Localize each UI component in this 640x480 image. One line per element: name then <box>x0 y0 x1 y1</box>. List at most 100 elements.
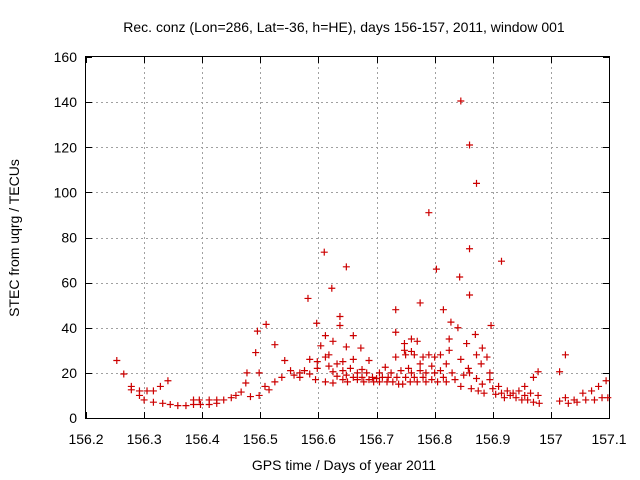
data-point <box>358 365 366 373</box>
data-point <box>478 380 486 388</box>
data-point <box>456 273 464 281</box>
data-point <box>313 364 321 372</box>
data-point <box>527 389 535 397</box>
data-point <box>349 355 357 363</box>
grid-layer <box>86 57 609 418</box>
data-point <box>529 373 537 381</box>
data-point <box>363 369 371 377</box>
data-point <box>329 379 337 387</box>
data-point <box>573 398 581 406</box>
data-point <box>342 343 350 351</box>
x-tick-label: 156.6 <box>301 431 336 447</box>
data-point <box>392 328 400 336</box>
data-point <box>413 378 421 386</box>
data-point <box>400 340 408 348</box>
data-point <box>196 400 204 408</box>
data-point <box>296 369 304 377</box>
data-point <box>232 391 240 399</box>
data-point <box>521 391 529 399</box>
data-point <box>416 360 424 368</box>
data-point <box>329 337 337 345</box>
y-tick-label: 60 <box>61 275 77 291</box>
data-point <box>463 340 471 348</box>
y-axis-title: STEC from uqrg / TECUs <box>6 159 22 317</box>
data-point <box>392 353 400 361</box>
data-point <box>255 391 263 399</box>
data-point <box>445 346 453 354</box>
data-point <box>588 387 596 395</box>
x-tick-label: 157 <box>539 431 563 447</box>
data-point <box>529 398 537 406</box>
data-point <box>227 394 235 402</box>
data-point <box>419 353 427 361</box>
data-point <box>454 324 462 332</box>
data-point <box>509 389 517 397</box>
y-tick-label: 80 <box>61 230 77 246</box>
data-point <box>349 373 357 381</box>
data-point <box>579 389 587 397</box>
data-point <box>495 382 503 390</box>
data-point <box>425 209 433 217</box>
data-point <box>265 386 273 394</box>
data-point <box>306 370 314 378</box>
x-tick-label: 156.5 <box>243 431 278 447</box>
data-point <box>402 373 410 381</box>
data-point <box>445 335 453 343</box>
data-point <box>442 360 450 368</box>
data-point <box>466 141 474 149</box>
data-point <box>381 363 389 371</box>
data-point <box>534 391 542 399</box>
data-point <box>346 364 354 372</box>
chart-title: Rec. conz (Lon=286, Lat=-36, h=HE), days… <box>123 19 565 35</box>
data-point <box>413 337 421 345</box>
data-point <box>416 299 424 307</box>
data-point <box>333 360 341 368</box>
data-point <box>604 394 612 402</box>
data-point <box>368 373 376 381</box>
data-point <box>464 364 472 372</box>
data-point <box>339 367 347 375</box>
data-point <box>448 369 456 377</box>
data-point <box>320 248 328 256</box>
data-point <box>290 371 298 379</box>
data-point <box>477 360 485 368</box>
data-point <box>237 388 245 396</box>
y-tick-label: 160 <box>54 49 78 65</box>
data-point <box>278 373 286 381</box>
x-tick-label: 156.7 <box>359 431 394 447</box>
data-point <box>474 387 482 395</box>
data-point <box>253 327 261 335</box>
data-point <box>561 394 569 402</box>
data-point <box>287 367 295 375</box>
data-point <box>262 320 270 328</box>
data-point <box>564 399 572 407</box>
data-point <box>313 319 321 327</box>
y-tick-label: 120 <box>54 139 78 155</box>
data-point <box>328 284 336 292</box>
data-point <box>195 396 203 404</box>
data-point <box>497 257 505 265</box>
data-point <box>407 335 415 343</box>
data-point <box>360 378 368 386</box>
data-point <box>321 378 329 386</box>
x-tick-labels: 156.2 156.3 156.4 156.5 156.6 156.7 156.8 156.9… <box>68 431 626 447</box>
data-point <box>422 378 430 386</box>
data-point <box>500 394 508 402</box>
data-point <box>166 400 174 408</box>
data-point <box>281 356 289 364</box>
data-point <box>602 377 610 385</box>
data-point <box>416 367 424 375</box>
data-point <box>393 373 401 381</box>
data-point <box>534 368 542 376</box>
data-point <box>595 382 603 390</box>
data-point <box>419 373 427 381</box>
data-point <box>428 362 436 370</box>
data-point <box>387 369 395 377</box>
data-point <box>342 263 350 271</box>
data-point <box>466 245 474 253</box>
data-point <box>375 378 383 386</box>
data-point <box>405 364 413 372</box>
data-point <box>556 397 564 405</box>
x-tick-label: 156.9 <box>475 431 510 447</box>
data-point <box>120 370 128 378</box>
